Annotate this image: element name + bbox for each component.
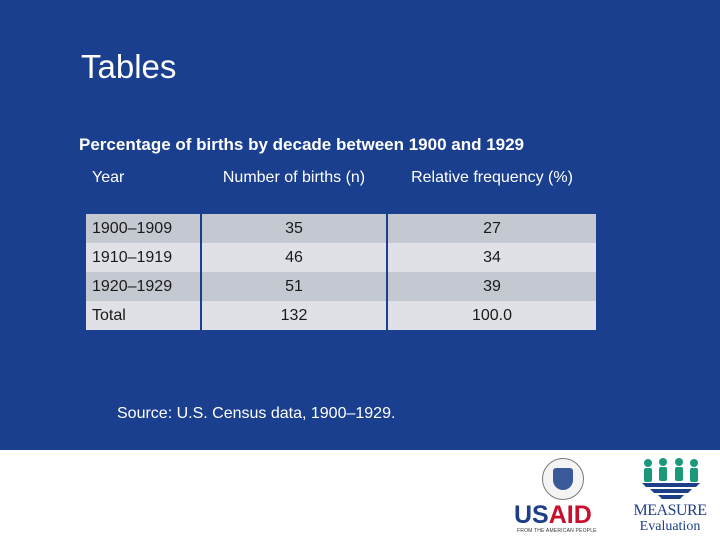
cell-year: 1920–1929 [86, 272, 201, 301]
usaid-seal-icon [542, 458, 584, 500]
table-header-row: Year Number of births (n) Relative frequ… [86, 158, 596, 214]
header-number-of-births: Number of births (n) [200, 158, 387, 214]
table-row: 1900–1909 35 27 [86, 214, 596, 243]
usaid-tagline: FROM THE AMERICAN PEOPLE [517, 528, 597, 534]
table-row: 1910–1919 46 34 [86, 243, 596, 272]
measure-wordmark: MEASURE [633, 502, 707, 519]
cell-total-label: Total [86, 301, 201, 330]
measure-evaluation-logo: MEASURE Evaluation [624, 457, 716, 535]
measure-subtitle: Evaluation [639, 519, 701, 534]
usaid-word-aid: AID [548, 501, 592, 529]
cell-frequency: 39 [386, 272, 596, 301]
cell-frequency: 34 [386, 243, 596, 272]
cell-year: 1910–1919 [86, 243, 201, 272]
cell-year: 1900–1909 [86, 214, 201, 243]
cell-total-births: 132 [200, 301, 387, 330]
usaid-word-us: US [514, 501, 549, 529]
cell-frequency: 27 [386, 214, 596, 243]
header-relative-frequency: Relative frequency (%) [386, 158, 596, 214]
cell-total-frequency: 100.0 [386, 301, 596, 330]
cell-births: 51 [200, 272, 387, 301]
source-note: Source: U.S. Census data, 1900–1929. [117, 405, 396, 422]
table-total-row: Total 132 100.0 [86, 301, 596, 330]
usaid-logo: USAID FROM THE AMERICAN PEOPLE [514, 455, 610, 534]
usaid-wordmark: USAID [514, 501, 610, 530]
cell-births: 46 [200, 243, 387, 272]
people-figures-icon [642, 458, 700, 499]
table-caption: Percentage of births by decade between 1… [79, 135, 525, 154]
header-year: Year [86, 158, 201, 214]
births-table: Year Number of births (n) Relative frequ… [86, 158, 596, 330]
slide-title: Tables [81, 48, 177, 85]
cell-births: 35 [200, 214, 387, 243]
table-row: 1920–1929 51 39 [86, 272, 596, 301]
